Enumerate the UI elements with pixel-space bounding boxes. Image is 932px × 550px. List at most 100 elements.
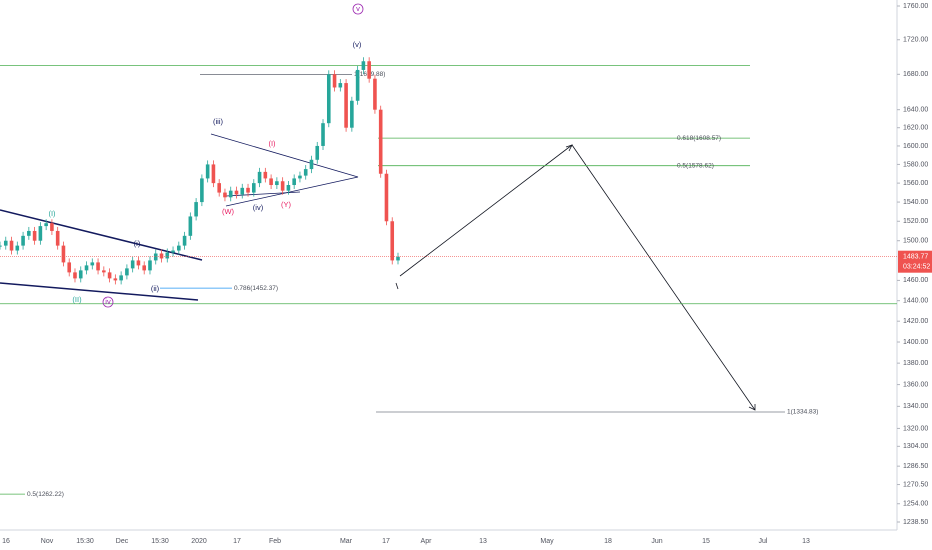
candle [240,187,245,195]
candle [171,250,175,253]
candle [321,123,325,146]
candle [153,253,158,261]
candle [78,270,83,279]
candle [384,173,389,222]
wave-label: (I) [48,209,56,218]
candle [246,187,250,193]
candle [309,159,314,170]
y-tick-label: 1440.00 [903,298,928,305]
level-label: 0.5(1262.22) [27,491,64,498]
x-tick-label: 18 [604,538,612,545]
candle [223,192,227,198]
candle [286,185,291,191]
candle [44,223,48,227]
level-label: 0.5(1578.62) [677,162,714,169]
candle [326,74,331,124]
wave-label: (W) [222,207,235,216]
wave-label: iv [105,297,111,306]
wave-circle [102,296,114,308]
x-tick-label: 15:30 [76,538,94,545]
candle [234,190,239,195]
candle [251,183,256,193]
x-tick-label: 15 [702,538,710,545]
candle [350,100,354,128]
y-tick-label: 1286.50 [903,463,928,470]
candle [298,175,302,179]
y-tick-label: 1560.00 [903,180,928,187]
candle [148,260,152,271]
candle [102,270,106,273]
candle [390,221,395,261]
candle [263,171,268,179]
plot [0,133,756,411]
y-tick-label: 1540.00 [903,199,928,206]
y-tick-label: 1420.00 [903,318,928,325]
candle [332,74,337,88]
candle [113,278,118,281]
x-tick-label: 15:30 [151,538,169,545]
x-tick-label: Jun [651,538,662,545]
y-tick-label: 1304.00 [903,443,928,450]
candle [61,245,66,263]
level-label: 0.786(1452.37) [234,285,278,292]
candle [165,252,170,259]
candle [55,230,60,246]
triangle [225,191,301,197]
candle [182,235,187,246]
wave-label: (ii) [151,284,160,293]
countdown: 03:24:52 [903,264,930,271]
candle [396,256,400,261]
wave-label: (iv) [253,203,264,212]
y-tick-label: 1500.00 [903,238,928,245]
arrow-head [748,404,756,411]
y-tick-label: 1340.00 [903,403,928,410]
y-tick-label: 1600.00 [903,143,928,150]
candle [373,78,377,110]
candle [378,109,383,174]
candle [90,262,95,266]
wave-label: (i) [134,239,141,248]
candle [125,268,129,276]
price-box [898,250,932,273]
candle [280,181,285,191]
candle [136,260,141,266]
projection-arrow [395,282,399,290]
y-tick-label: 1680.00 [903,71,928,78]
triangle [210,133,359,207]
candle [367,61,371,79]
y-tick-label: 1400.00 [903,339,928,346]
candle [96,262,100,271]
y-tick-label: 1620.00 [903,125,928,132]
level-label: 0.618(1608.57) [677,135,721,142]
candle [0,245,2,247]
x-tick-label: Nov [41,538,54,545]
x-tick-label: Dec [116,538,129,545]
candle [84,265,89,271]
candle [315,145,320,160]
x-tick-label: 13 [802,538,810,545]
candle [303,169,308,176]
y-tick-label: 1720.00 [903,37,928,44]
candle [3,240,8,246]
candle [21,235,25,246]
trend-line [0,209,203,261]
y-tick-label: 1460.00 [903,277,928,284]
level-label: 1(1334.83) [787,409,818,416]
y-tick-label: 1360.00 [903,381,928,388]
wave-circle [352,3,364,15]
candle [269,178,273,186]
arrow-head [565,144,573,152]
x-tick-label: Feb [269,538,281,545]
candle [27,230,31,236]
candle [338,83,343,88]
candle [292,178,296,186]
x-tick-label: 13 [479,538,487,545]
candle [205,164,210,179]
y-tick-label: 1520.00 [903,218,928,225]
candle [275,181,279,186]
wave-label: (Y) [281,200,292,209]
candle [194,202,198,217]
candle [15,245,20,251]
candle [142,265,147,271]
